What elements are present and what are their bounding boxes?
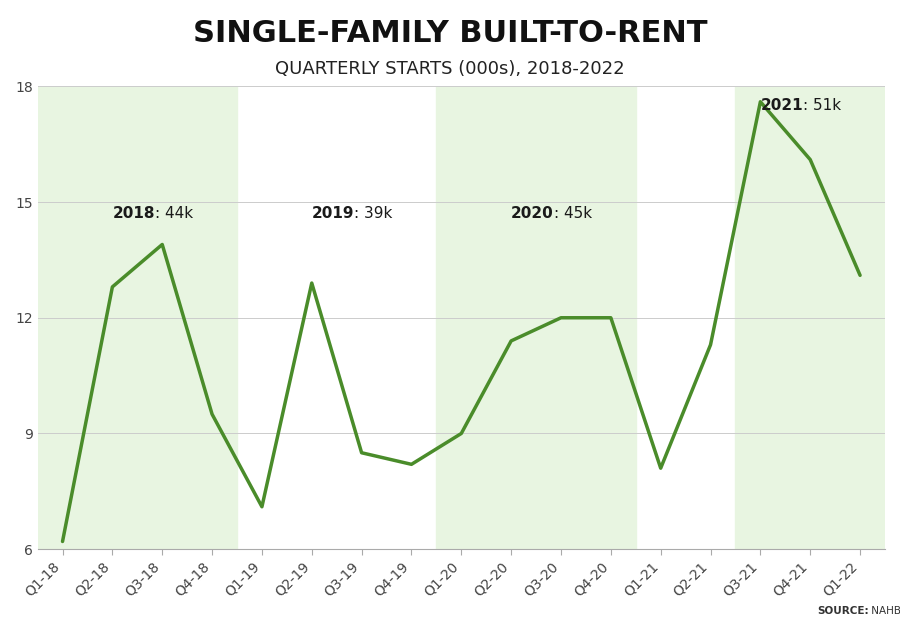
Text: : 44k: : 44k bbox=[155, 206, 193, 221]
Bar bbox=[436, 87, 635, 549]
Text: : 51k: : 51k bbox=[803, 98, 842, 113]
Text: 2018: 2018 bbox=[112, 206, 155, 221]
Bar bbox=[735, 87, 885, 549]
Text: QUARTERLY STARTS (000s), 2018-2022: QUARTERLY STARTS (000s), 2018-2022 bbox=[275, 60, 625, 78]
Text: 2019: 2019 bbox=[311, 206, 355, 221]
Text: SOURCE:: SOURCE: bbox=[817, 606, 868, 616]
Text: : 39k: : 39k bbox=[355, 206, 392, 221]
Text: 2021: 2021 bbox=[760, 98, 803, 113]
Text: SINGLE-FAMILY BUILT-TO-RENT: SINGLE-FAMILY BUILT-TO-RENT bbox=[193, 19, 707, 48]
Text: NAHB ANALYSIS OF US CENSUS BUREAU DATA: NAHB ANALYSIS OF US CENSUS BUREAU DATA bbox=[868, 606, 900, 616]
Text: 2020: 2020 bbox=[511, 206, 554, 221]
Text: : 45k: : 45k bbox=[554, 206, 592, 221]
Bar bbox=[38, 87, 237, 549]
